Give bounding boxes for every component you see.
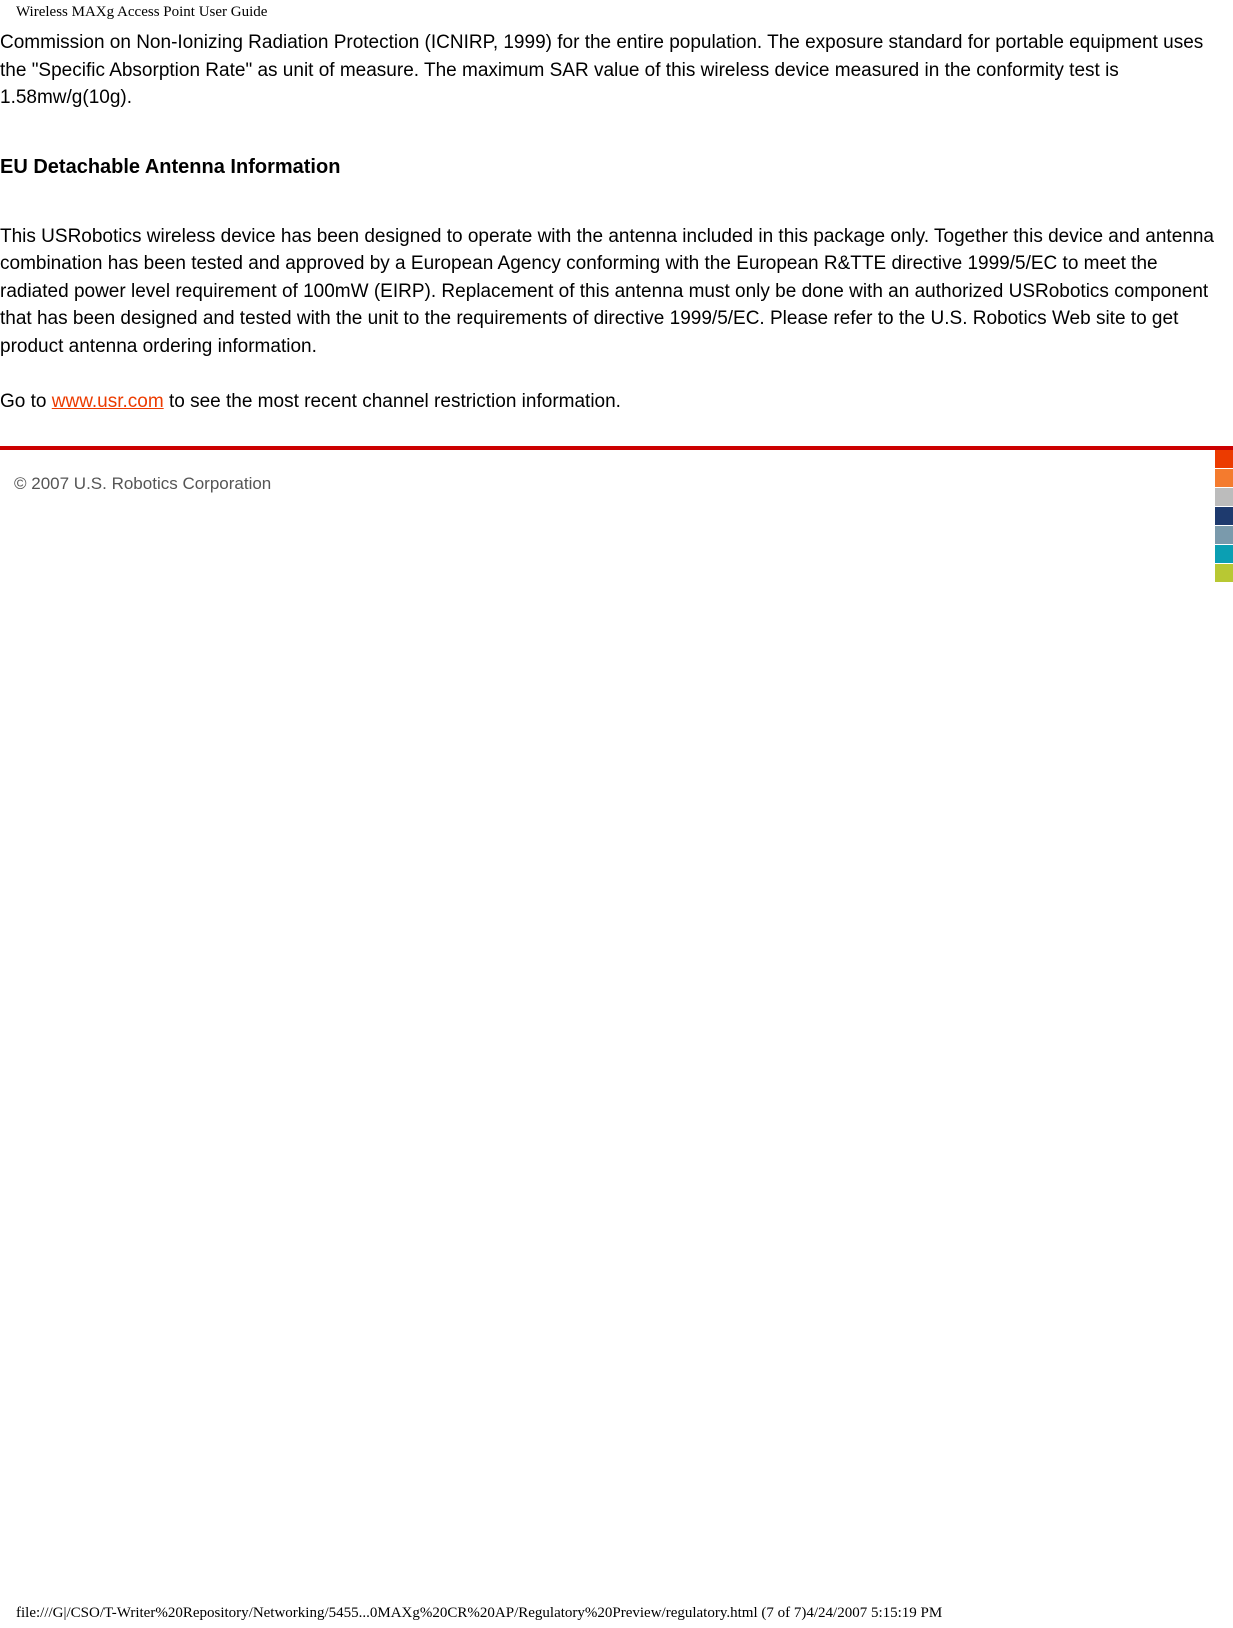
color-boxes-stack [1215, 450, 1233, 583]
main-content: Commission on Non-Ionizing Radiation Pro… [0, 21, 1233, 416]
paragraph-antenna-info: This USRobotics wireless device has been… [0, 223, 1229, 361]
color-box-1 [1215, 450, 1233, 468]
color-box-5 [1215, 526, 1233, 544]
color-box-7 [1215, 564, 1233, 582]
heading-eu-antenna: EU Detachable Antenna Information [0, 156, 1229, 179]
usr-link[interactable]: www.usr.com [52, 391, 164, 412]
color-box-4 [1215, 507, 1233, 525]
page-header-title: Wireless MAXg Access Point User Guide [0, 0, 1233, 21]
footer-section: © 2007 U.S. Robotics Corporation [0, 450, 1233, 494]
link-suffix-text: to see the most recent channel restricti… [164, 391, 621, 412]
link-prefix-text: Go to [0, 391, 52, 412]
color-box-2 [1215, 469, 1233, 487]
paragraph-sar: Commission on Non-Ionizing Radiation Pro… [0, 29, 1229, 112]
color-box-6 [1215, 545, 1233, 563]
copyright-text: © 2007 U.S. Robotics Corporation [14, 474, 1233, 494]
color-box-3 [1215, 488, 1233, 506]
paragraph-link-info: Go to www.usr.com to see the most recent… [0, 388, 1229, 416]
footer-file-path: file:///G|/CSO/T-Writer%20Repository/Net… [16, 1605, 942, 1622]
